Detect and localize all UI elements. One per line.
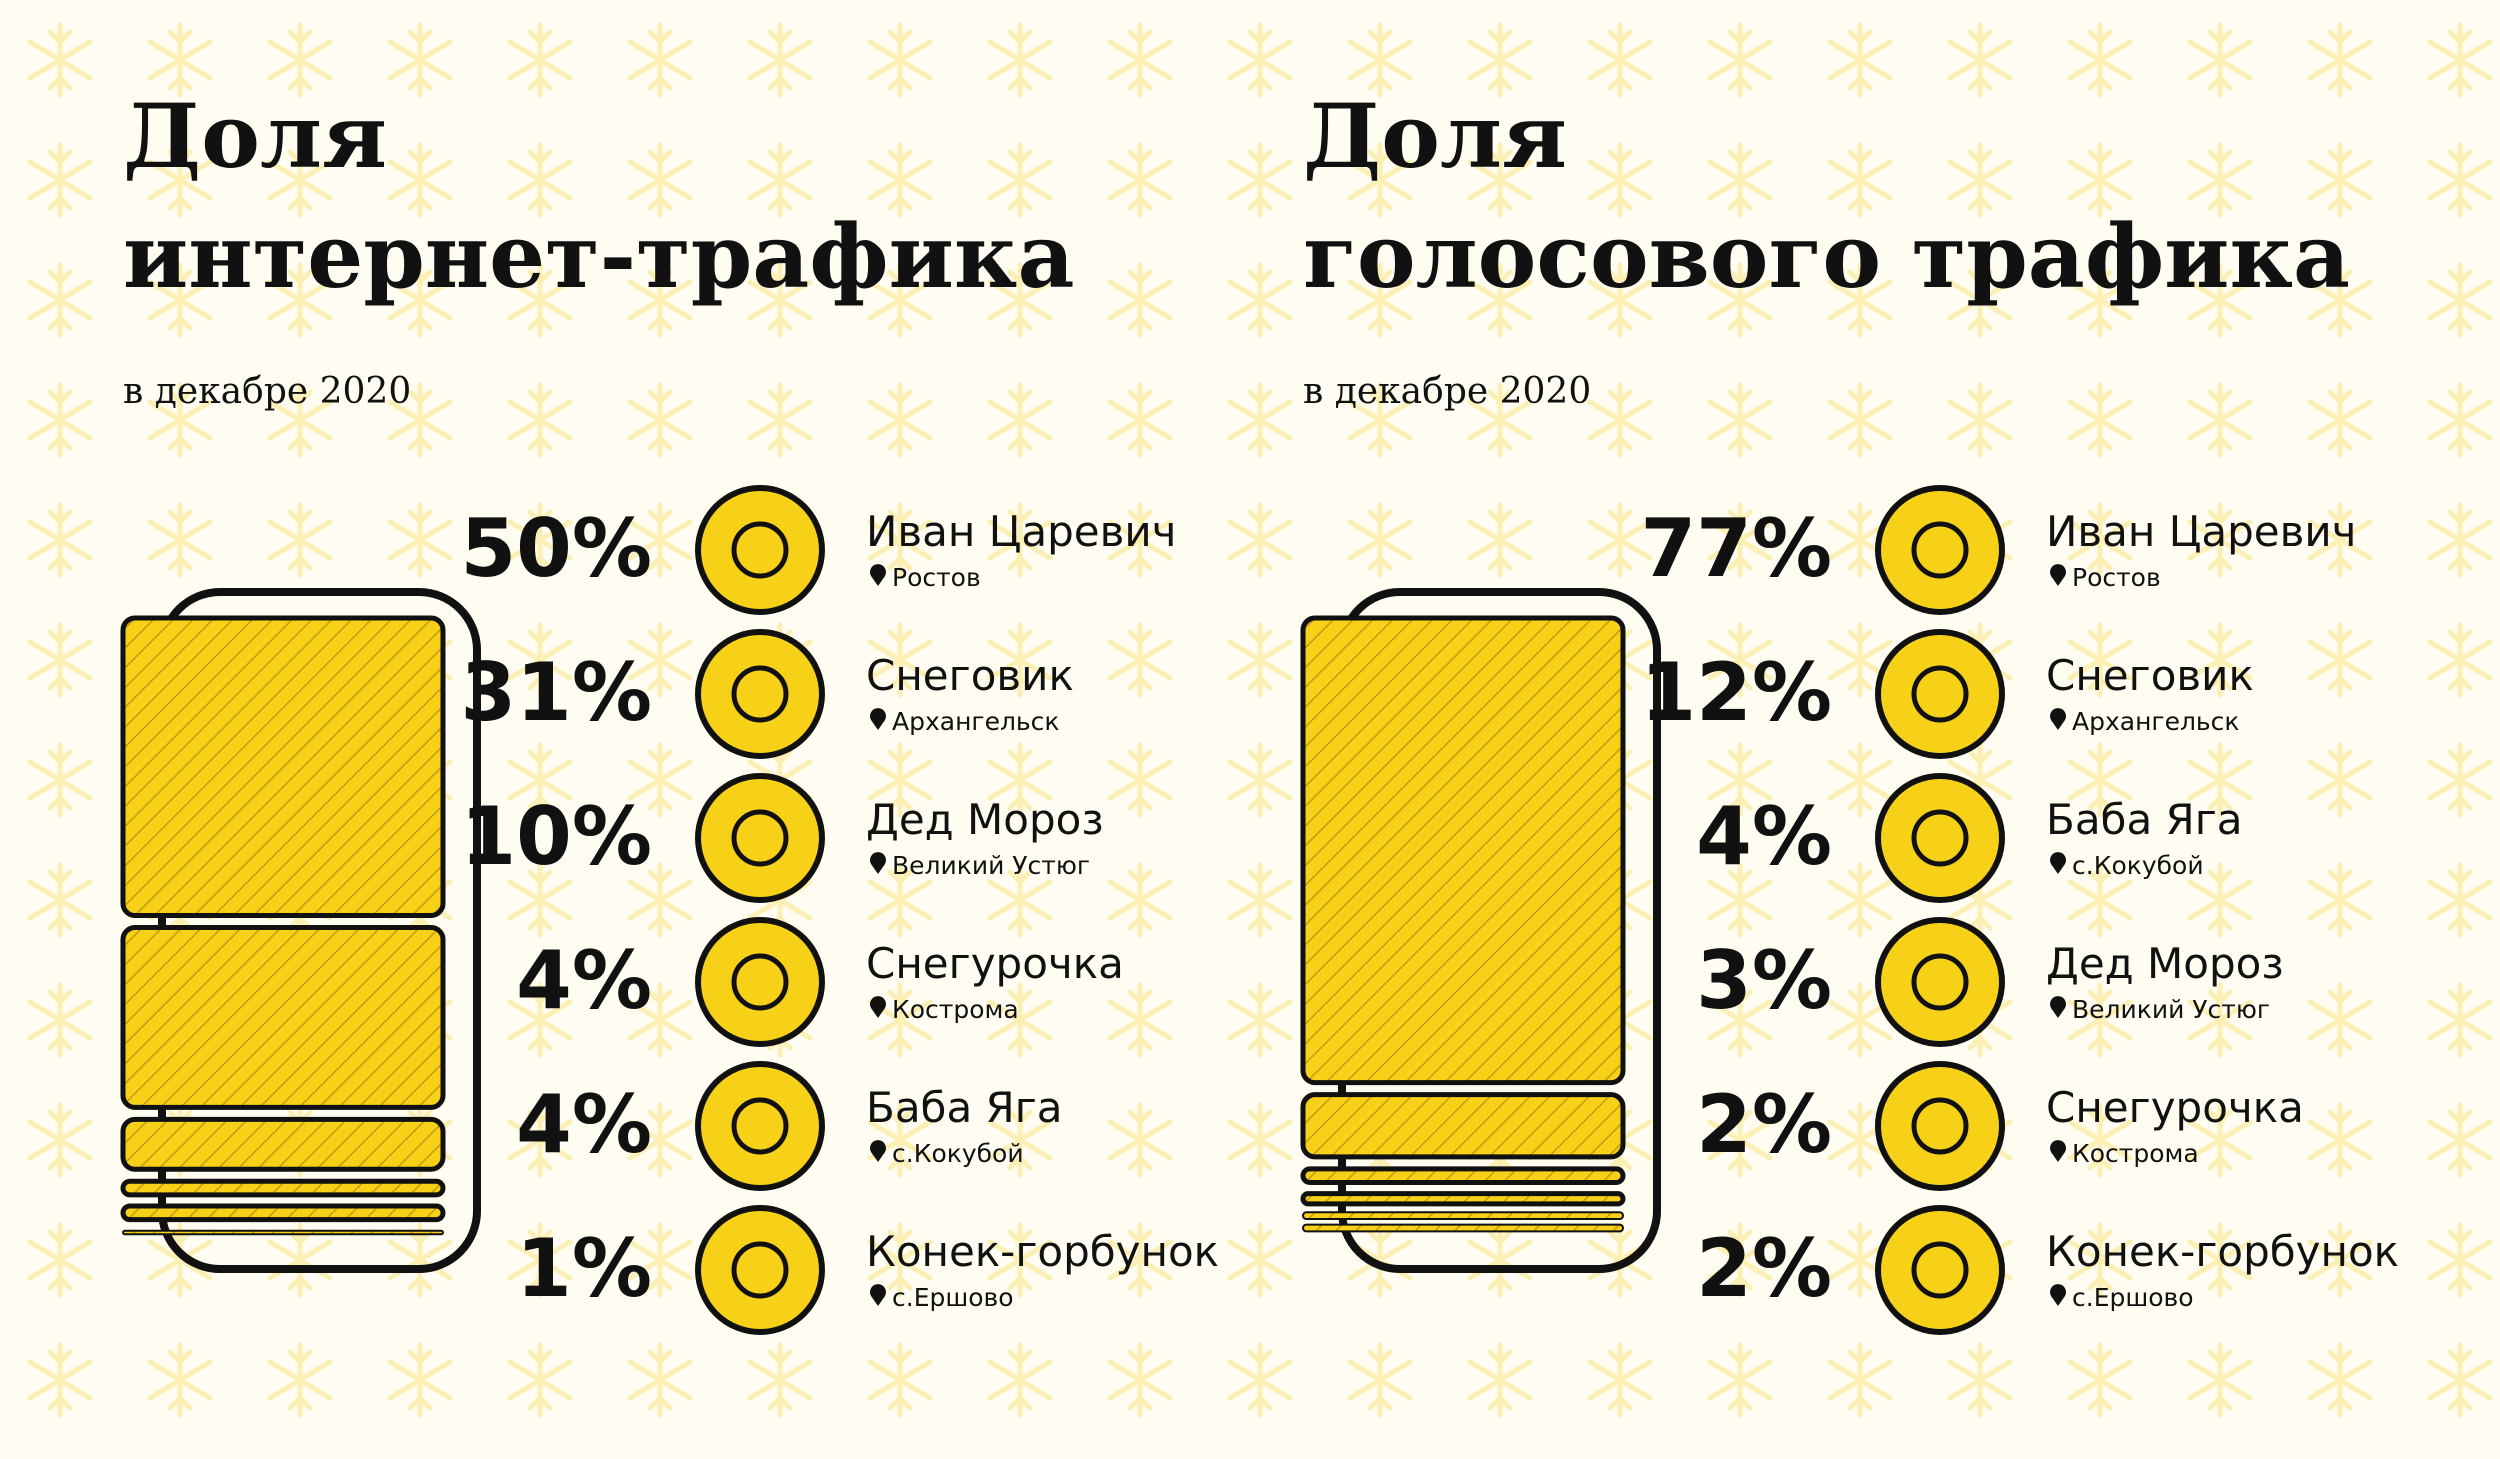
icon-inner (731, 665, 789, 723)
location: с.Ершово (2072, 1283, 2194, 1312)
pin-icon (870, 708, 887, 730)
value-label: 4% (516, 1078, 652, 1171)
icon-inner (1911, 953, 1969, 1011)
bar-segment (1300, 1092, 1626, 1160)
pin-icon (870, 996, 887, 1018)
chart-title: Доля (1303, 84, 1567, 188)
category-name: Снеговик (2046, 651, 2254, 700)
category-name: Баба Яга (2046, 795, 2243, 844)
chart-title: голосового трафика (1303, 204, 2350, 308)
chart: Доля интернет-трафика в декабре 2020 50% Ива… (120, 84, 1219, 1335)
location: Ростов (2072, 563, 2161, 592)
icon-inner (1911, 809, 1969, 867)
location: Архангельск (892, 707, 1060, 736)
chart: Доля голосового трафика в декабре 2020 77% И… (1300, 84, 2399, 1335)
category-name: Снеговик (866, 651, 1074, 700)
chart-title: интернет-трафика (123, 204, 1074, 308)
icon-inner (1911, 665, 1969, 723)
icon-inner (731, 1097, 789, 1155)
category-name: Дед Мороз (2046, 939, 2284, 988)
chart-subtitle: в декабре 2020 (123, 371, 411, 412)
location: Кострома (892, 995, 1019, 1024)
category-name: Снегурочка (2046, 1083, 2304, 1132)
icon (695, 1061, 825, 1191)
icon (695, 917, 825, 1047)
bar-segment (1302, 1223, 1624, 1233)
pin-icon (2050, 1140, 2066, 1162)
icon-inner (731, 521, 789, 579)
location: Ростов (892, 563, 981, 592)
value-label: 31% (461, 646, 652, 739)
category-name: Конек-горбунок (2046, 1227, 2399, 1276)
pin-icon (870, 852, 887, 874)
pin-icon (2050, 852, 2066, 874)
value-label: 50% (461, 502, 652, 595)
bar-segment (120, 925, 446, 1110)
category-name: Снегурочка (866, 939, 1124, 988)
icon (695, 1205, 825, 1335)
location: Великий Устюг (892, 851, 1090, 880)
bar-segment (120, 615, 446, 918)
icon-inner (731, 809, 789, 867)
pin-icon (870, 564, 887, 586)
icon (695, 773, 825, 903)
value-label: 3% (1696, 934, 1832, 1027)
icon (1875, 629, 2005, 759)
bar-segment (122, 1229, 444, 1236)
icon (1875, 485, 2005, 615)
bar-segment (1300, 1166, 1626, 1186)
pin-icon (2050, 708, 2066, 730)
value-label: 77% (1641, 502, 1832, 595)
pin-icon (2050, 1284, 2066, 1306)
pin-icon (870, 1140, 886, 1162)
icon-inner (1911, 1241, 1969, 1299)
value-label: 1% (516, 1222, 652, 1315)
icon-inner (731, 1241, 789, 1299)
category-name: Конек-горбунок (866, 1227, 1219, 1276)
value-label: 4% (1696, 790, 1832, 883)
chart-subtitle: в декабре 2020 (1303, 371, 1591, 412)
bar-segment (120, 1203, 446, 1223)
bar-segment (1302, 1211, 1624, 1221)
icon (1875, 1061, 2005, 1191)
location: с.Кокубой (892, 1139, 1024, 1168)
location: с.Ершово (892, 1283, 1014, 1312)
location: с.Кокубой (2072, 851, 2204, 880)
pin-icon (2050, 996, 2066, 1018)
icon (1875, 773, 2005, 903)
bar-segment (1300, 1191, 1626, 1207)
icon (695, 485, 825, 615)
value-label: 12% (1641, 646, 1832, 739)
pin-icon (2050, 564, 2066, 586)
value-label: 2% (1696, 1078, 1832, 1171)
category-name: Иван Царевич (866, 507, 1176, 556)
pin-icon (870, 1284, 886, 1306)
bar-segment (120, 1116, 446, 1172)
category-name: Баба Яга (866, 1083, 1063, 1132)
value-label: 2% (1696, 1222, 1832, 1315)
icon (695, 629, 825, 759)
icon-inner (731, 953, 789, 1011)
icon (1875, 917, 2005, 1047)
icon-inner (1911, 1097, 1969, 1155)
chart-title: Доля (123, 84, 387, 188)
value-label: 10% (461, 790, 652, 883)
location: Кострома (2072, 1139, 2199, 1168)
category-name: Дед Мороз (866, 795, 1104, 844)
icon (1875, 1205, 2005, 1335)
bar-segment (120, 1178, 446, 1198)
value-label: 4% (516, 934, 652, 1027)
category-name: Иван Царевич (2046, 507, 2356, 556)
location: Архангельск (2072, 707, 2240, 736)
bar-segment (1300, 615, 1626, 1086)
icon-inner (1911, 521, 1969, 579)
location: Великий Устюг (2072, 995, 2270, 1024)
